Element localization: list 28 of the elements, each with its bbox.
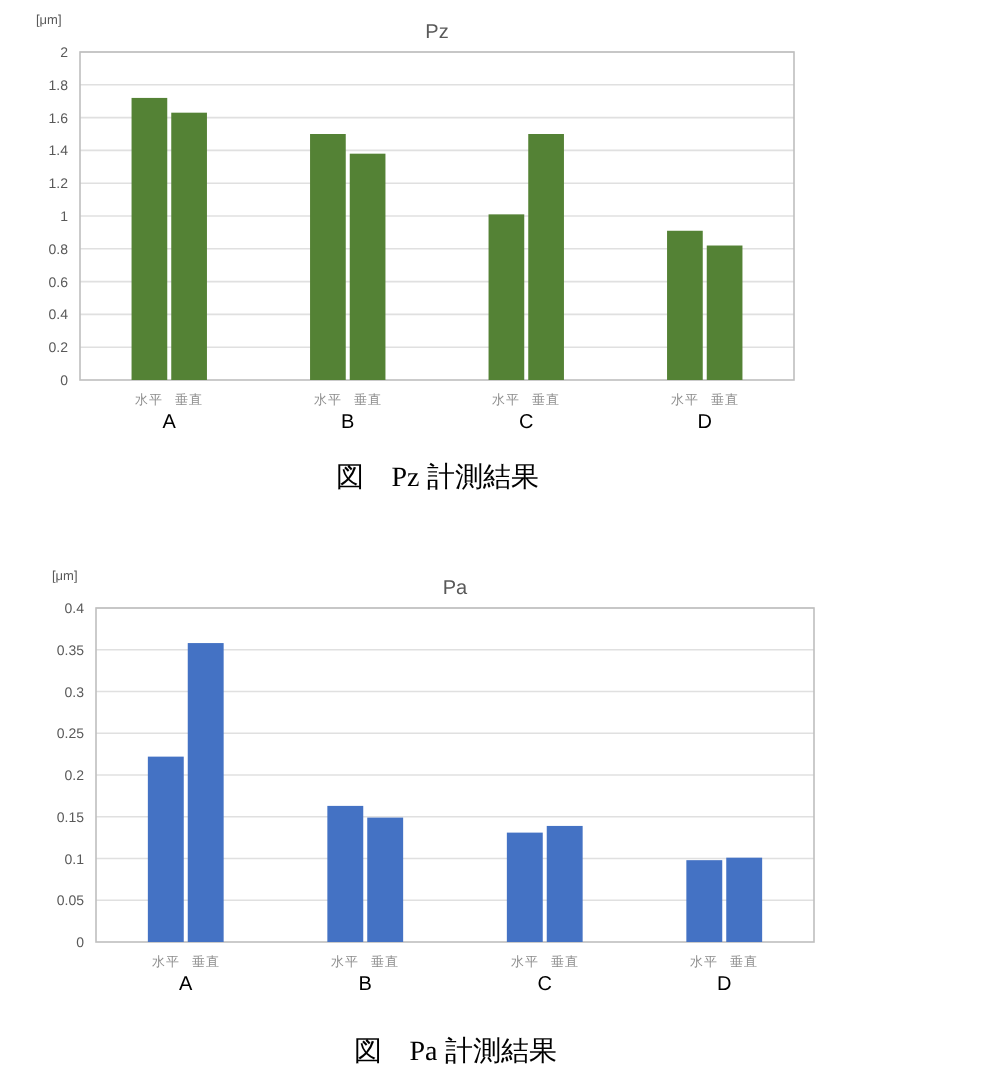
bar [706,245,743,380]
bar [187,643,224,942]
bar [488,214,525,380]
bar [327,805,364,942]
bar [349,153,386,380]
x-tick-label: A [179,974,194,996]
x-tick-label: C [537,974,552,996]
text: 図 Pz 計測結果 [335,462,539,494]
x-tick-label: D [697,412,712,434]
x-tick-label: D [717,974,732,996]
bar [686,860,723,942]
bar [546,825,583,942]
chart-title: Pz [425,22,449,44]
bar [131,97,168,380]
x-tick-label: B [341,412,356,434]
bar [367,817,404,942]
bar [171,112,207,380]
chart-title: Pa [442,578,469,600]
x-tick-label: C [519,412,534,434]
x-tick-label: B [358,974,373,996]
x-tick-label: A [162,412,177,434]
text: 図 Pa 計測結果 [353,1036,557,1068]
bar [506,832,543,942]
bar [310,134,346,380]
bar [528,134,564,380]
bar [726,857,763,942]
bar [667,230,703,380]
bar [147,756,184,942]
